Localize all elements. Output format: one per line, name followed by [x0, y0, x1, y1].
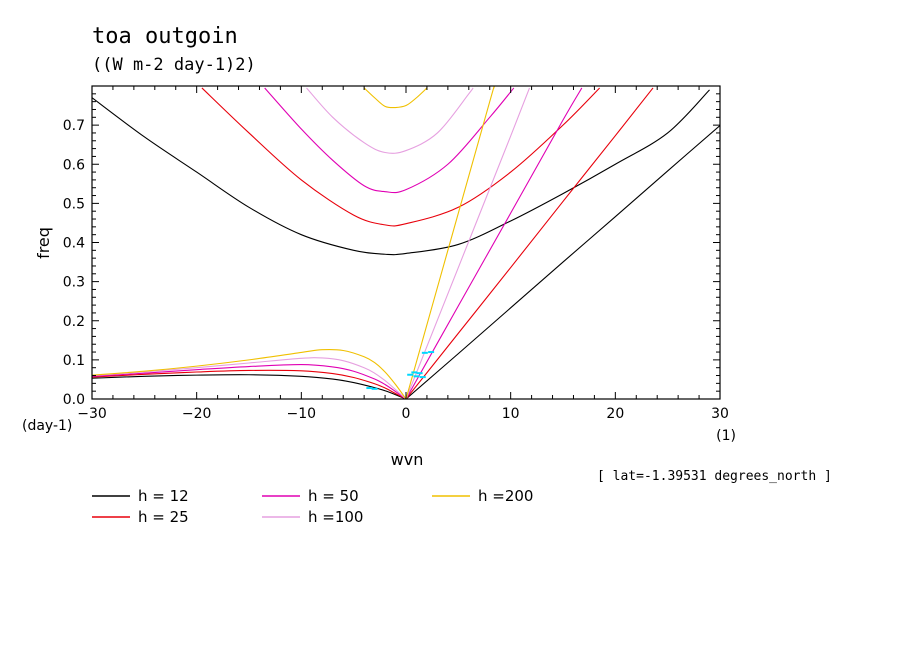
x-tick-label: −10	[287, 406, 317, 422]
series-layer	[92, 86, 720, 399]
legend-label: h = 25	[138, 508, 189, 526]
series-4-kelvin-curve	[405, 87, 531, 399]
series-1-kelvin-curve	[405, 125, 720, 399]
legend: h = 12 h = 25 h = 50 h =100 h =200	[92, 487, 533, 526]
y-tick-label: 0.7	[63, 118, 85, 134]
series-5-kelvin-curve	[405, 86, 495, 399]
series-4-rossby-curve	[92, 357, 407, 399]
x-tick-label: −20	[182, 406, 212, 422]
y-tick-label: 0.2	[63, 314, 85, 330]
legend-label: h = 12	[138, 487, 189, 505]
x-tick-label: 30	[711, 406, 729, 422]
chart-title: toa outgoin	[92, 24, 238, 49]
y-tick-label: 0.6	[63, 157, 85, 173]
x-axis-unit: (1)	[716, 428, 736, 444]
series-5-rossby-curve	[92, 348, 407, 399]
series-1-rossby-curve	[92, 374, 407, 399]
x-tick-label: 10	[502, 406, 520, 422]
chart-subtitle: ((W m-2 day-1)2)	[92, 55, 256, 75]
series-3-rossby-curve	[92, 364, 407, 399]
x-tick-label: 20	[606, 406, 624, 422]
ticks-layer	[91, 86, 721, 400]
y-tick-label: 0.0	[63, 392, 85, 408]
latitude-note: [ lat=-1.39531 degrees_north ]	[597, 469, 832, 484]
legend-label: h = 50	[308, 487, 359, 505]
y-tick-label: 0.4	[63, 236, 85, 252]
plot-frame	[91, 85, 721, 400]
x-tick-label: −30	[77, 406, 107, 422]
tick-labels: −30 −20 −10 0 10 20 30 0.0 0.1 0.2 0.3 0.4 0.5 0.6 0.7	[63, 118, 729, 422]
series-2-gravity-curve	[201, 87, 601, 227]
x-tick-label: 0	[402, 406, 411, 422]
series-3-kelvin-curve	[405, 87, 583, 399]
series-5-gravity-curve	[363, 87, 428, 109]
y-tick-label: 0.3	[63, 275, 85, 291]
series-1-gravity-curve	[92, 89, 710, 256]
legend-label: h =200	[478, 487, 533, 505]
y-tick-label: 0.1	[63, 353, 85, 369]
series-2-kelvin-curve	[405, 87, 654, 399]
series-2-rossby-curve	[92, 369, 407, 399]
y-tick-label: 0.5	[63, 196, 85, 212]
legend-label: h =100	[308, 508, 363, 526]
x-axis-title: wvn	[391, 450, 424, 469]
y-axis-title: freq	[34, 227, 53, 259]
series-4-gravity-curve	[306, 87, 474, 154]
y-axis-unit: (day-1)	[22, 418, 72, 434]
series-3-gravity-curve	[264, 87, 515, 194]
